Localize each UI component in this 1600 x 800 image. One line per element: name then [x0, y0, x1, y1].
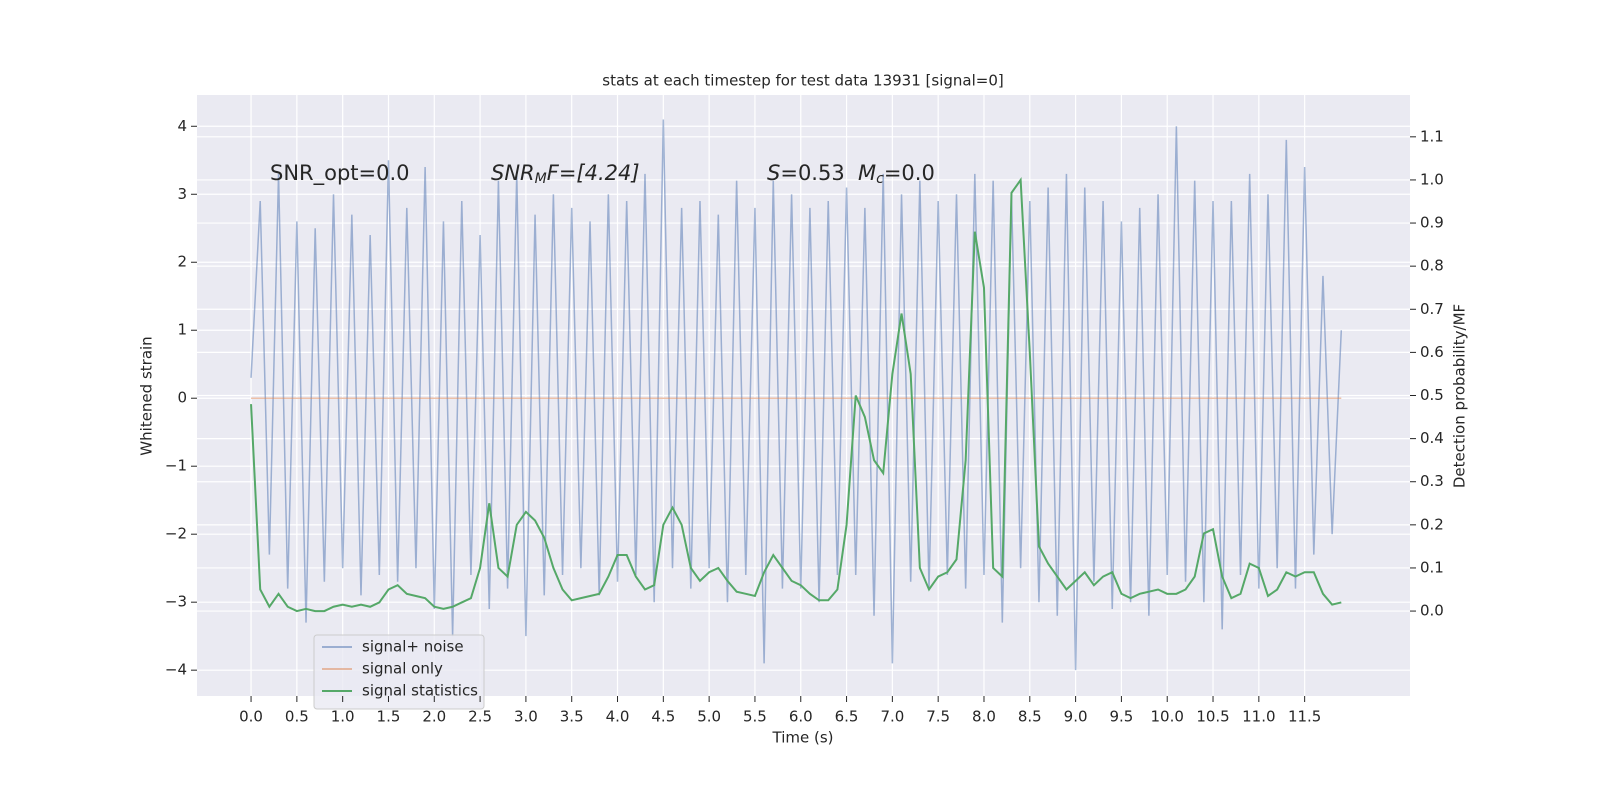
x-tick-label: 1.5	[377, 708, 401, 726]
legend-box	[313, 634, 485, 710]
y-tick-label: −1	[165, 457, 187, 475]
annotation: SNR_opt=0.0	[270, 161, 410, 186]
x-tick-label: 0.5	[285, 708, 309, 726]
chart-title: stats at each timestep for test data 139…	[602, 72, 1003, 90]
x-tick-label: 3.5	[560, 708, 584, 726]
y2-tick-label: 0.3	[1420, 472, 1444, 490]
x-tick-label: 10.5	[1196, 708, 1229, 726]
x-tick-label: 5.0	[697, 708, 721, 726]
annotation-part: c	[876, 171, 884, 187]
y2-tick-label: 0.7	[1420, 300, 1444, 318]
y-tick-label: 1	[177, 321, 187, 339]
series-line	[250, 177, 1342, 613]
legend-label: signal+ noise	[362, 638, 464, 656]
y2-tick-label: 1.0	[1420, 170, 1444, 188]
y2-tick-label: 0.8	[1420, 257, 1444, 275]
annotation-part: SNR	[491, 161, 535, 185]
annotation-part: S	[767, 161, 780, 185]
y-tick-label: −2	[165, 525, 187, 543]
x-tick-label: 1.0	[331, 708, 355, 726]
x-tick-label: 2.0	[422, 708, 446, 726]
y2-tick-label: 0.5	[1420, 386, 1444, 404]
x-tick-label: 7.0	[880, 708, 904, 726]
x-tick-label: 6.0	[789, 708, 813, 726]
y2-tick-label: 0.4	[1420, 429, 1444, 447]
y-tick-label: 3	[177, 185, 187, 203]
y-tick-label: 0	[177, 389, 187, 407]
x-tick-label: 5.5	[743, 708, 767, 726]
x-tick-label: 4.0	[606, 708, 630, 726]
x-tick-label: 6.5	[835, 708, 859, 726]
y2-tick-label: 0.0	[1420, 602, 1444, 620]
x-tick-label: 8.5	[1018, 708, 1042, 726]
y2-tick-label: 0.9	[1420, 214, 1444, 232]
annotation-part: F=[4.24]	[547, 161, 640, 185]
x-tick-label: 2.5	[468, 708, 492, 726]
annotation: SNRMF=[4.24]	[491, 161, 640, 187]
x-tick-label: 8.0	[972, 708, 996, 726]
x-tick-label: 9.5	[1109, 708, 1133, 726]
x-tick-label: 11.5	[1288, 708, 1321, 726]
annotation-part: M	[535, 171, 547, 187]
y-tick-label: −4	[165, 661, 187, 679]
annotation-part: M	[858, 161, 876, 185]
annotation-part: =0.0	[884, 161, 935, 185]
y-tick-label: 4	[177, 117, 187, 135]
legend-label: signal statistics	[362, 682, 478, 700]
x-tick-label: 4.5	[651, 708, 675, 726]
x-tick-label: 9.0	[1064, 708, 1088, 726]
y2-tick-label: 0.1	[1420, 558, 1444, 576]
y-tick-label: 2	[177, 253, 187, 271]
y2-axis-label: Detection probability/MF	[1451, 304, 1469, 488]
annotation: Mc=0.0	[858, 161, 935, 187]
x-tick-label: 0.0	[239, 708, 263, 726]
y2-tick-label: 0.6	[1420, 343, 1444, 361]
annotation: S=0.53	[767, 161, 845, 185]
series-line	[250, 119, 1343, 671]
x-tick-label: 3.0	[514, 708, 538, 726]
y-tick-label: −3	[165, 593, 187, 611]
y2-tick-label: 0.2	[1420, 515, 1444, 533]
y2-tick-label: 1.1	[1420, 127, 1444, 145]
annotation-part: =0.53	[780, 161, 844, 185]
x-axis-label: Time (s)	[772, 729, 834, 747]
x-tick-label: 7.5	[926, 708, 950, 726]
x-tick-label: 11.0	[1242, 708, 1275, 726]
y-axis-label: Whitened strain	[138, 336, 156, 455]
legend-label: signal only	[362, 660, 443, 678]
x-tick-label: 10.0	[1151, 708, 1184, 726]
